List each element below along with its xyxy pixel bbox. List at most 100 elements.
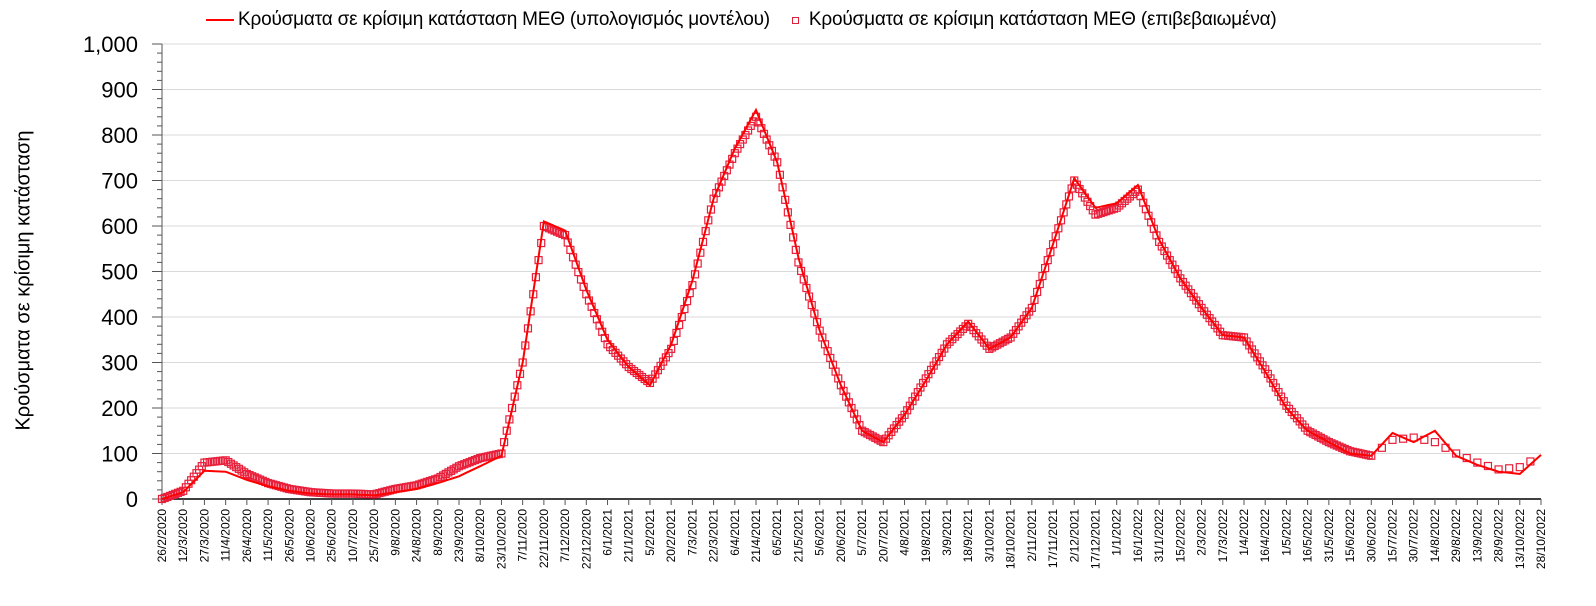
y-tick-label: 100 (101, 442, 138, 467)
x-tick-label: 22/3/2021 (707, 509, 721, 563)
data-point-marker (1388, 435, 1397, 444)
x-tick-label: 23/9/2020 (452, 509, 466, 563)
data-point-marker (248, 472, 257, 481)
data-point-marker (865, 430, 875, 440)
x-tick-label: 30/6/2022 (1364, 509, 1378, 563)
x-tick-label: 4/8/2021 (898, 509, 912, 556)
line-swatch-icon (206, 19, 234, 21)
data-point-marker (934, 352, 944, 362)
data-point-marker (314, 488, 323, 497)
x-tick-label: 10/6/2020 (304, 509, 318, 563)
data-point-marker (1099, 207, 1108, 217)
data-point-marker (1096, 208, 1105, 218)
data-point-marker (1515, 463, 1524, 472)
data-point-marker (274, 481, 283, 491)
data-point-marker (383, 486, 392, 496)
y-tick-label: 900 (101, 78, 138, 103)
data-point-marker (1040, 263, 1050, 273)
x-tick-label: 9/8/2020 (388, 509, 402, 556)
y-tick-label: 500 (101, 260, 138, 285)
data-point-marker (1048, 240, 1058, 249)
x-tick-label: 22/12/2020 (579, 509, 593, 569)
x-tick-label: 18/9/2021 (961, 509, 975, 563)
x-tick-label: 28/10/2022 (1534, 509, 1548, 569)
x-tick-label: 5/7/2021 (855, 509, 869, 556)
data-point-marker (1306, 428, 1315, 437)
data-point-marker (242, 469, 251, 479)
y-tick-label: 1,000 (83, 32, 138, 57)
legend-item-confirmed: Κρούσματα σε κρίσιμη κατάσταση ΜΕΘ (επιβ… (786, 9, 1277, 31)
x-tick-label: 27/3/2020 (197, 509, 211, 563)
data-point-marker (836, 381, 845, 390)
data-point-marker (1327, 439, 1336, 448)
x-tick-label: 21/5/2021 (791, 509, 805, 563)
x-tick-label: 28/9/2022 (1492, 509, 1506, 563)
data-point-marker (616, 354, 625, 363)
data-point-marker (929, 361, 938, 370)
x-tick-label: 31/1/2022 (1152, 509, 1166, 563)
data-point-marker (1027, 303, 1036, 312)
data-point-marker (961, 322, 970, 331)
y-tick-label: 800 (101, 123, 138, 148)
data-point-marker (958, 324, 967, 334)
x-tick-label: 16/1/2022 (1131, 509, 1145, 563)
data-point-marker (956, 327, 965, 336)
confirmed-series-markers (157, 112, 1535, 504)
data-point-marker (1322, 436, 1331, 445)
data-point-marker (454, 462, 464, 471)
legend-label-confirmed: Κρούσματα σε κρίσιμη κατάσταση ΜΕΘ (επιβ… (808, 9, 1277, 30)
data-point-marker (465, 458, 474, 467)
x-tick-label: 26/2/2020 (155, 509, 169, 563)
data-point-marker (985, 344, 994, 353)
x-tick-label: 15/2/2022 (1173, 509, 1187, 563)
data-point-marker (937, 348, 946, 357)
data-point-marker (871, 433, 880, 442)
data-point-marker (1505, 464, 1514, 473)
data-point-marker (1033, 287, 1042, 297)
data-point-marker (457, 461, 466, 470)
data-point-marker (844, 398, 853, 407)
data-point-marker (940, 344, 949, 353)
x-tick-label: 26/5/2020 (282, 509, 296, 563)
x-tick-label: 16/4/2022 (1258, 509, 1272, 563)
x-tick-label: 8/10/2020 (473, 509, 487, 563)
x-tick-label: 20/2/2021 (664, 509, 678, 563)
data-point-marker (282, 484, 291, 493)
x-tick-label: 5/2/2021 (643, 509, 657, 556)
y-tick-label: 0 (126, 487, 138, 512)
gridlines (162, 43, 1541, 454)
legend: Κρούσματα σε κρίσιμη κατάσταση ΜΕΘ (υπολ… (206, 6, 1293, 34)
x-tick-label: 1/4/2022 (1237, 509, 1251, 556)
data-point-marker (855, 420, 864, 430)
x-tick-label: 11/5/2020 (261, 509, 275, 562)
data-point-marker (157, 494, 167, 504)
data-point-marker (860, 428, 869, 437)
data-point-marker (651, 370, 660, 379)
x-tick-label: 8/9/2020 (431, 509, 445, 556)
x-tick-label: 16/5/2022 (1301, 509, 1315, 563)
data-point-marker (839, 386, 848, 396)
data-point-marker (452, 463, 461, 472)
data-point-marker (656, 361, 665, 371)
data-point-marker (942, 340, 952, 349)
data-point-marker (998, 337, 1007, 346)
data-point-marker (1173, 269, 1182, 278)
data-point-marker (1330, 440, 1339, 449)
data-point-marker (1430, 438, 1440, 447)
x-tick-label: 3/9/2021 (940, 509, 954, 556)
x-tick-label: 6/1/2021 (601, 509, 615, 556)
data-point-marker (1101, 207, 1111, 216)
data-point-marker (990, 341, 999, 351)
data-point-marker (908, 397, 917, 406)
x-tick-label: 25/7/2020 (367, 509, 381, 563)
x-tick-label: 7/12/2020 (558, 509, 572, 563)
data-point-marker (245, 471, 254, 480)
data-point-marker (1165, 256, 1174, 265)
y-tick-label: 200 (101, 396, 138, 421)
data-point-marker (497, 449, 506, 458)
data-point-marker (311, 488, 320, 497)
y-tick-label: 400 (101, 305, 138, 330)
data-point-marker (1046, 248, 1055, 257)
x-tick-label: 15/7/2022 (1385, 509, 1399, 563)
data-point-marker (250, 473, 259, 482)
